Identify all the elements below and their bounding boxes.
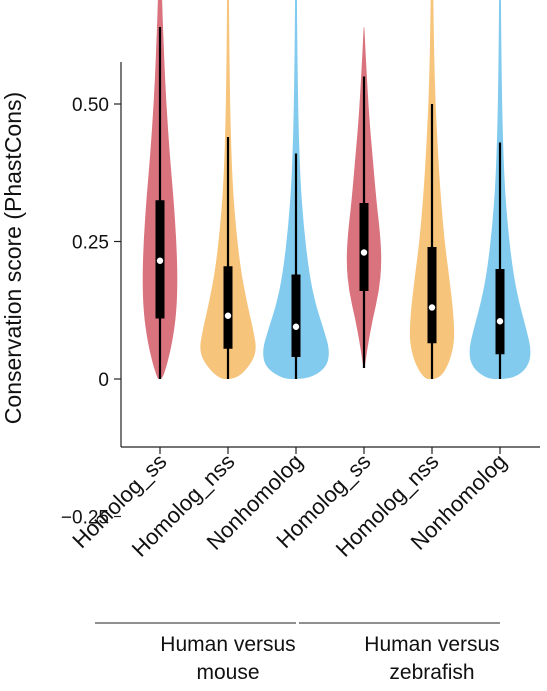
violin-median xyxy=(360,249,368,256)
group-label-line1: Human versus xyxy=(364,633,499,656)
violin-median xyxy=(156,257,164,264)
y-tick-label: 0 xyxy=(98,370,109,391)
group-labels: Human versus mouse Human versus zebrafish xyxy=(95,622,500,684)
y-tick-label: 0.25 xyxy=(72,233,109,254)
y-tick-label: −0.25 xyxy=(61,508,109,529)
violin-iqr-box xyxy=(427,247,437,344)
violin-iqr-box xyxy=(223,266,233,349)
violin-iqr-box xyxy=(291,274,301,357)
violin-median xyxy=(292,323,300,330)
axes: 1.000.750.500.250−0.25 xyxy=(61,62,540,529)
violins xyxy=(142,0,531,379)
group-label-line2: zebrafish xyxy=(389,661,474,684)
violin-median xyxy=(428,304,436,311)
y-axis-label: Conservation score (PhastCons) xyxy=(0,92,26,424)
violin-iqr-box xyxy=(495,269,505,355)
violin-median xyxy=(224,312,232,319)
violin-iqr-box xyxy=(359,203,369,291)
violin-median xyxy=(496,318,504,325)
group-label-line2: mouse xyxy=(196,661,259,684)
y-tick-label: 0.50 xyxy=(72,95,109,116)
group-label-line1: Human versus xyxy=(160,633,295,656)
x-tick-labels: Homolog_ssHomolog_nssNonhomologHomolog_s… xyxy=(67,449,511,562)
